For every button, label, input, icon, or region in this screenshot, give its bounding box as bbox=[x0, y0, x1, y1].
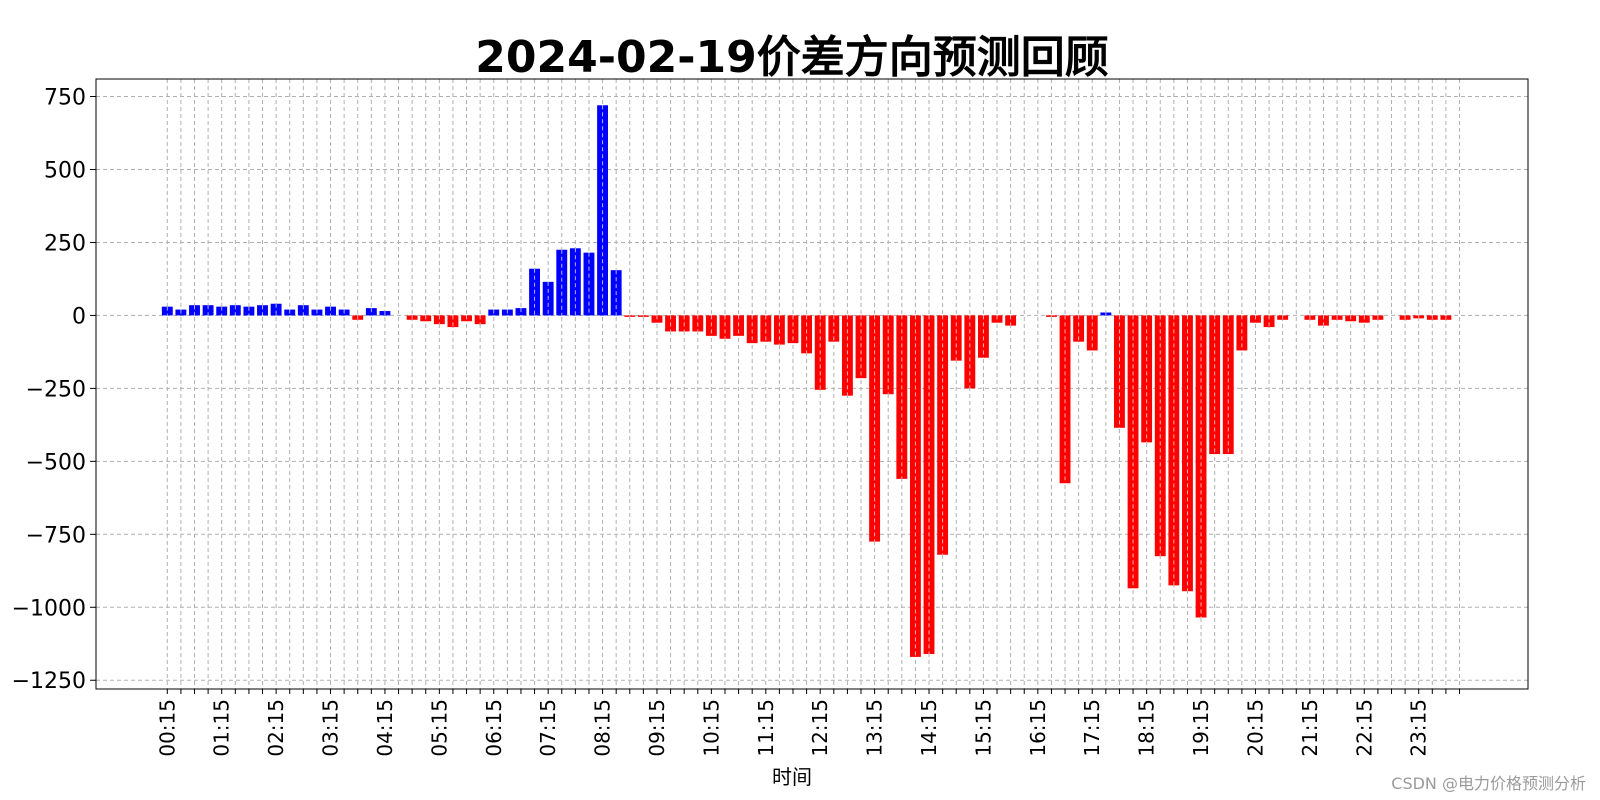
bar bbox=[896, 315, 908, 479]
bar bbox=[828, 315, 840, 342]
y-tick-label: −750 bbox=[26, 523, 86, 548]
x-tick-label: 12:15 bbox=[808, 699, 832, 757]
x-tick-label: 04:15 bbox=[373, 699, 397, 757]
x-tick-label: 15:15 bbox=[971, 699, 995, 757]
x-tick-label: 22:15 bbox=[1352, 699, 1376, 757]
bar bbox=[569, 248, 581, 316]
x-tick-label: 10:15 bbox=[699, 699, 723, 757]
y-axis-ticks: 750 500 250 0 −250 −500 −750 −1000 −1250 bbox=[12, 86, 96, 694]
horizontal-gridlines bbox=[96, 96, 1528, 681]
bar bbox=[229, 305, 241, 316]
bar bbox=[746, 315, 758, 344]
x-tick-label: 20:15 bbox=[1243, 699, 1267, 757]
bar bbox=[719, 315, 731, 339]
y-tick-label: 250 bbox=[44, 231, 86, 256]
bar bbox=[1263, 315, 1275, 328]
x-tick-label: 16:15 bbox=[1026, 699, 1050, 757]
bar bbox=[1182, 315, 1193, 592]
bar bbox=[202, 305, 214, 316]
x-tick-label: 11:15 bbox=[754, 699, 778, 757]
x-tick-label: 00:15 bbox=[155, 699, 179, 757]
x-tick-label: 08:15 bbox=[591, 699, 615, 757]
bar bbox=[1195, 315, 1207, 618]
bar bbox=[801, 315, 813, 354]
x-tick-label: 23:15 bbox=[1407, 699, 1431, 757]
x-tick-label: 19:15 bbox=[1189, 699, 1213, 757]
bar bbox=[325, 306, 336, 316]
y-tick-label: −1250 bbox=[12, 669, 86, 694]
x-tick-label: 21:15 bbox=[1298, 699, 1322, 757]
bar bbox=[1005, 315, 1017, 326]
x-tick-label: 01:15 bbox=[210, 699, 234, 757]
y-tick-label: 0 bbox=[72, 304, 86, 329]
bar bbox=[841, 315, 853, 396]
x-tick-label: 03:15 bbox=[319, 699, 343, 757]
bars bbox=[161, 105, 1452, 657]
bar bbox=[447, 315, 459, 328]
x-tick-label: 13:15 bbox=[863, 699, 887, 757]
bar bbox=[1209, 315, 1221, 455]
bar bbox=[161, 306, 173, 316]
y-tick-label: 750 bbox=[44, 86, 86, 111]
bar bbox=[243, 306, 255, 316]
y-tick-label: −250 bbox=[26, 377, 86, 402]
x-axis-ticks: 00:15 01:15 02:15 03:15 04:15 05:15 06:15 07:15… bbox=[155, 689, 1460, 757]
bar bbox=[297, 305, 309, 316]
x-tick-label: 14:15 bbox=[917, 699, 941, 757]
x-tick-label: 06:15 bbox=[482, 699, 506, 757]
chart-title: 2024-02-19价差方向预测回顾 bbox=[475, 32, 1108, 83]
x-tick-label: 02:15 bbox=[264, 699, 288, 757]
bar bbox=[474, 315, 486, 325]
bar bbox=[787, 315, 799, 344]
x-tick-label: 07:15 bbox=[536, 699, 560, 757]
bar bbox=[216, 306, 228, 316]
x-tick-label: 05:15 bbox=[427, 699, 451, 757]
bar bbox=[1318, 315, 1329, 326]
bar bbox=[189, 305, 200, 316]
bar bbox=[270, 303, 282, 316]
bar bbox=[760, 315, 772, 342]
x-tick-label: 17:15 bbox=[1080, 699, 1104, 757]
x-axis-label: 时间 bbox=[772, 765, 812, 789]
watermark: CSDN @电力价格预测分析 bbox=[1391, 774, 1586, 793]
bar bbox=[1073, 315, 1085, 342]
plot-frame bbox=[95, 78, 1529, 690]
y-tick-label: 500 bbox=[44, 158, 86, 183]
y-tick-label: −1000 bbox=[12, 596, 86, 621]
bar bbox=[882, 315, 894, 395]
bar bbox=[433, 315, 445, 325]
bar bbox=[257, 305, 268, 316]
bar bbox=[556, 249, 568, 316]
x-tick-label: 09:15 bbox=[645, 699, 669, 757]
x-tick-label: 18:15 bbox=[1135, 699, 1159, 757]
bar bbox=[1059, 315, 1071, 484]
vertical-gridlines bbox=[166, 79, 1460, 689]
bar bbox=[1222, 315, 1234, 455]
y-tick-label: −500 bbox=[26, 450, 86, 475]
